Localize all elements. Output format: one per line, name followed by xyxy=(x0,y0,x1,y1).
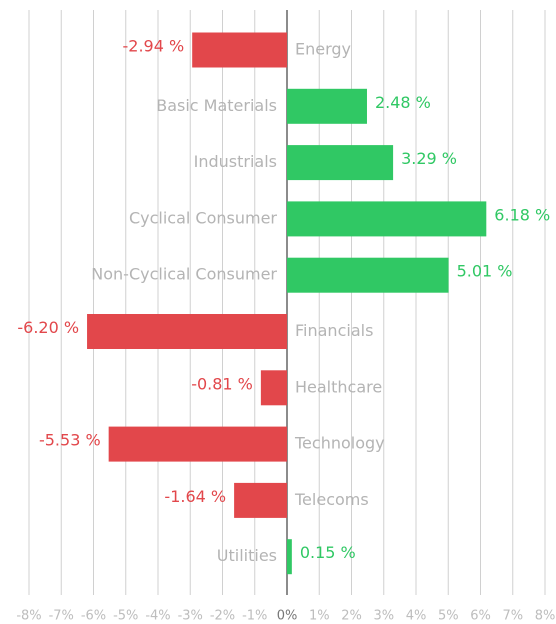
category-label: Healthcare xyxy=(295,377,382,396)
value-label: 5.01 % xyxy=(457,262,513,281)
bar xyxy=(87,314,287,349)
x-tick-label: 0% xyxy=(277,609,298,624)
bar xyxy=(234,482,287,518)
x-tick-label: 1% xyxy=(309,609,330,624)
bar xyxy=(192,32,287,68)
category-label: Non-Cyclical Consumer xyxy=(91,265,277,284)
category-label: Basic Materials xyxy=(156,96,277,115)
x-tick-label: -6% xyxy=(81,609,106,624)
x-tick-label: -8% xyxy=(16,609,41,624)
x-tick-label: -5% xyxy=(113,609,138,624)
bar xyxy=(260,370,287,406)
value-label: -1.64 % xyxy=(164,487,226,506)
value-label: -0.81 % xyxy=(191,374,253,393)
category-label: Cyclical Consumer xyxy=(129,208,277,227)
bar xyxy=(287,201,487,237)
category-label: Telecoms xyxy=(294,490,369,509)
category-label: Technology xyxy=(294,434,385,453)
value-label: 6.18 % xyxy=(494,205,550,224)
bar xyxy=(287,539,292,575)
x-tick-label: 7% xyxy=(502,609,523,624)
x-tick-label: 6% xyxy=(470,609,491,624)
x-tick-label: -3% xyxy=(178,609,203,624)
x-tick-label: -4% xyxy=(145,609,170,624)
x-tick-label: -1% xyxy=(242,609,267,624)
value-label: 3.29 % xyxy=(401,149,457,168)
bar xyxy=(287,145,394,181)
bar xyxy=(108,426,287,462)
category-label: Energy xyxy=(295,40,351,59)
value-label: -2.94 % xyxy=(122,37,184,56)
x-tick-label: 5% xyxy=(438,609,459,624)
bar xyxy=(287,88,367,124)
x-tick-label: 4% xyxy=(406,609,427,624)
value-label: -5.53 % xyxy=(39,431,101,450)
x-tick-label: 2% xyxy=(341,609,362,624)
category-label: Industrials xyxy=(194,152,277,171)
value-label: 2.48 % xyxy=(375,93,431,112)
bar xyxy=(287,257,449,293)
x-tick-label: 3% xyxy=(373,609,394,624)
x-tick-label: -7% xyxy=(49,609,74,624)
category-label: Utilities xyxy=(217,546,277,565)
x-tick-label: -2% xyxy=(210,609,235,624)
category-label: Financials xyxy=(295,321,373,340)
value-label: -6.20 % xyxy=(17,318,79,337)
value-label: 0.15 % xyxy=(300,543,356,562)
x-tick-label: 8% xyxy=(535,609,556,624)
